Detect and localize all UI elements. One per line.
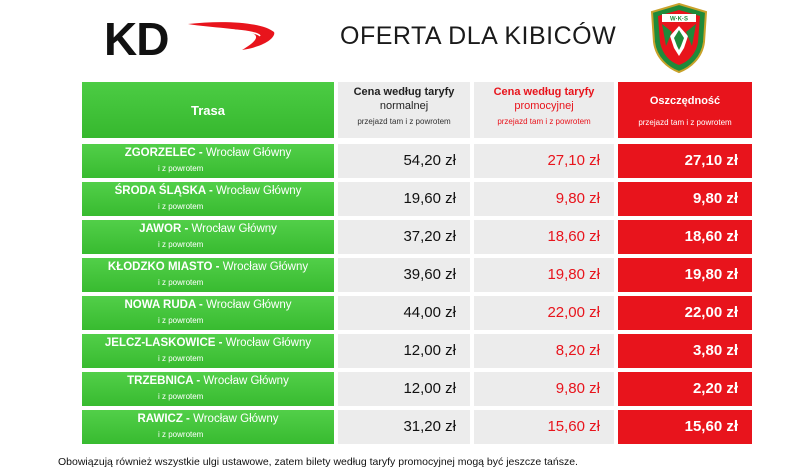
route-cell: JELCZ-LASKOWICE - Wrocław Główny i z pow… [82,334,334,368]
table-row: ZGORZELEC - Wrocław Główny i z powrotem … [82,144,752,178]
route-cell: KŁODZKO MIASTO - Wrocław Główny i z powr… [82,258,334,292]
route-destination: Wrocław Główny [206,299,292,311]
crest-label: W·K·S [670,17,688,23]
route-origin: TRZEBNICA [127,375,194,387]
savings-amount: 9,80 zł [618,182,752,216]
promo-price: 9,80 zł [474,372,614,406]
header-promo-line2: promocyjnej [514,100,574,112]
header-normal-line1: Cena według taryfy [353,86,455,98]
route-origin: ŚRODA ŚLĄSKA [114,185,206,197]
promo-price: 22,00 zł [474,296,614,330]
header-savings: Oszczędność przejazd tam i z powrotem [618,82,752,138]
header-route: Trasa [82,82,334,138]
route-sub: i z powrotem [158,430,204,439]
header-promo-sub: przejazd tam i z powrotem [497,117,591,126]
kd-logo-text: KD [104,13,169,65]
normal-price: 19,60 zł [338,182,470,216]
normal-price: 54,20 zł [338,144,470,178]
promo-price: 8,20 zł [474,334,614,368]
header-normal-fare: Cena według taryfy normalnej przejazd tam… [338,82,470,138]
route-destination: Wrocław Główny [222,261,309,273]
route-destination: Wrocław Główny [193,413,279,425]
route-destination: Wrocław Główny [205,147,292,159]
normal-price: 12,00 zł [338,372,470,406]
route-origin: NOWA RUDA [124,299,196,311]
route-sub: i z powrotem [158,316,204,325]
promo-price: 9,80 zł [474,182,614,216]
normal-price: 44,00 zł [338,296,470,330]
route-cell: JAWOR - Wrocław Główny i z powrotem [82,220,334,254]
kd-logo: KD [104,16,284,62]
promo-price: 27,10 zł [474,144,614,178]
savings-amount: 27,10 zł [618,144,752,178]
table-row: JAWOR - Wrocław Główny i z powrotem 37,2… [82,220,752,254]
normal-price: 39,60 zł [338,258,470,292]
route-destination: Wrocław Główny [225,337,312,349]
wks-slask-crest-icon: W·K·S [650,2,708,74]
route-sub: i z powrotem [158,202,204,211]
route-origin: JELCZ-LASKOWICE [104,337,216,349]
header-promo-line1: Cena według taryfy [493,86,595,98]
route-destination: Wrocław Główny [203,375,289,387]
page-title: OFERTA DLA KIBICÓW [340,22,617,50]
route-origin: ZGORZELEC [124,147,196,159]
header-normal-line2: normalnej [379,100,429,112]
table-row: TRZEBNICA - Wrocław Główny i z powrotem … [82,372,752,406]
table-row: ŚRODA ŚLĄSKA - Wrocław Główny i z powrot… [82,182,752,216]
swoosh-icon [188,22,275,50]
header-savings-sub: przejazd tam i z powrotem [638,118,732,127]
savings-amount: 15,60 zł [618,410,752,444]
table-row: RAWICZ - Wrocław Główny i z powrotem 31,… [82,410,752,444]
header-promo-fare: Cena według taryfy promocyjnej przejazd t… [474,82,614,138]
route-cell: RAWICZ - Wrocław Główny i z powrotem [82,410,334,444]
route-sub: i z powrotem [158,354,204,363]
route-sub: i z powrotem [158,278,204,287]
promo-price: 19,80 zł [474,258,614,292]
footer-note: Obowiązują również wszystkie ulgi ustawo… [58,456,578,468]
route-origin: KŁODZKO MIASTO [107,261,213,273]
promo-price: 18,60 zł [474,220,614,254]
normal-price: 31,20 zł [338,410,470,444]
route-cell: ZGORZELEC - Wrocław Główny i z powrotem [82,144,334,178]
route-cell: ŚRODA ŚLĄSKA - Wrocław Główny i z powrot… [82,182,334,216]
promo-price: 15,60 zł [474,410,614,444]
route-destination: Wrocław Główny [215,185,302,197]
header-route-label: Trasa [191,102,225,118]
route-cell: NOWA RUDA - Wrocław Główny i z powrotem [82,296,334,330]
savings-amount: 3,80 zł [618,334,752,368]
route-sub: i z powrotem [158,240,204,249]
route-destination: Wrocław Główny [191,223,277,235]
route-sub: i z powrotem [158,392,204,401]
route-origin: JAWOR [139,223,182,235]
route-origin: RAWICZ [137,413,183,425]
header-normal-sub: przejazd tam i z powrotem [357,117,451,126]
header: KD OFERTA DLA KIBICÓW W·K·S [0,0,800,76]
normal-price: 12,00 zł [338,334,470,368]
route-cell: TRZEBNICA - Wrocław Główny i z powrotem [82,372,334,406]
table-row: JELCZ-LASKOWICE - Wrocław Główny i z pow… [82,334,752,368]
table-row: KŁODZKO MIASTO - Wrocław Główny i z powr… [82,258,752,292]
header-savings-line1: Oszczędność [649,95,721,107]
savings-amount: 22,00 zł [618,296,752,330]
table-row: NOWA RUDA - Wrocław Główny i z powrotem … [82,296,752,330]
savings-amount: 18,60 zł [618,220,752,254]
savings-amount: 19,80 zł [618,258,752,292]
route-sub: i z powrotem [158,164,204,173]
normal-price: 37,20 zł [338,220,470,254]
savings-amount: 2,20 zł [618,372,752,406]
